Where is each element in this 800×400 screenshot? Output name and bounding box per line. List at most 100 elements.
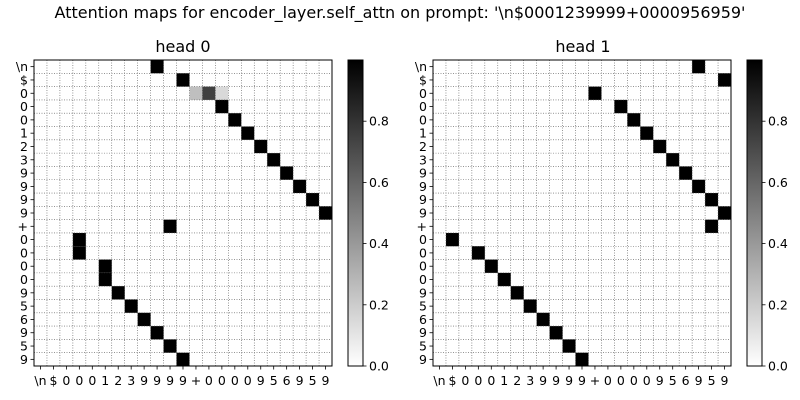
y-tick-label-13: 0	[20, 232, 28, 247]
attention-cell-r22-c11	[176, 352, 190, 366]
y-tick-label-4: 0	[419, 112, 427, 127]
attention-cell-r20-c9	[150, 326, 164, 340]
attention-cell-r19-c8	[137, 312, 151, 327]
colorbar-tick-label-4: 0.8	[768, 114, 788, 129]
attention-cell-r16-c5	[98, 272, 112, 287]
attention-cell-r9-c20	[692, 179, 706, 194]
x-tick-label-18: 5	[270, 373, 278, 388]
attention-cell-r20-c9	[549, 326, 563, 340]
attention-cell-r1-c11	[176, 73, 190, 87]
x-tick-label-19: 6	[682, 373, 690, 388]
x-tick-label-9: 9	[153, 373, 161, 388]
attention-cell-r14-c3	[471, 246, 485, 260]
attention-cell-r21-c10	[163, 339, 177, 353]
x-tick-label-12: +	[191, 373, 201, 388]
y-tick-label-7: 3	[20, 152, 28, 167]
y-tick-label-16: 0	[20, 272, 28, 287]
colorbar-tick-label-3: 0.6	[768, 175, 788, 190]
attention-cell-r12-c21	[705, 219, 719, 233]
x-tick-label-2: 0	[62, 373, 70, 388]
x-tick-label-5: 1	[500, 373, 508, 388]
y-tick-label-14: 0	[20, 245, 28, 260]
attention-cell-r15-c5	[98, 259, 112, 273]
y-tick-label-6: 2	[20, 139, 28, 154]
panel-title: head 0	[155, 37, 210, 56]
x-tick-label-16: 0	[244, 373, 252, 388]
attention-cell-r15-c4	[484, 259, 498, 273]
colorbar-tick-label-0: 0.0	[369, 359, 389, 374]
y-tick-label-2: 0	[419, 86, 427, 101]
heatmap-panel-1: head 1\n $0 0 0 1 2 3 9 9 9 9 +0 0 0 0 9 5 6 9 5 9\n$0001239…	[415, 37, 788, 388]
x-tick-label-6: 2	[513, 373, 521, 388]
x-tick-label-20: 9	[695, 373, 703, 388]
y-tick-label-6: 2	[419, 139, 427, 154]
attention-cell-r11-c22	[718, 206, 731, 220]
x-tick-label-8: 9	[140, 373, 148, 388]
x-tick-label-0: \n	[34, 373, 46, 388]
attention-cell-r12-c10	[163, 219, 177, 233]
attention-cell-r19-c8	[536, 312, 550, 327]
y-tick-label-8: 9	[419, 166, 427, 181]
y-tick-label-22: 9	[419, 352, 427, 367]
attention-cell-r22-c11	[575, 352, 589, 366]
y-tick-label-1: $	[419, 72, 427, 87]
y-tick-label-10: 9	[20, 192, 28, 207]
y-tick-label-10: 9	[419, 192, 427, 207]
attention-cell-r2-c12	[588, 86, 602, 100]
attention-cell-r1-c22	[718, 73, 731, 87]
x-tick-label-2: 0	[461, 373, 469, 388]
attention-cell-r4-c15	[228, 113, 242, 127]
y-tick-label-19: 6	[419, 312, 427, 327]
colorbar-tick-label-0: 0.0	[768, 359, 788, 374]
attention-cell-r9-c20	[293, 179, 307, 194]
y-tick-label-18: 5	[419, 299, 427, 314]
y-tick-label-20: 9	[20, 325, 28, 340]
y-tick-label-11: 9	[419, 206, 427, 221]
x-tick-label-0: \n	[433, 373, 445, 388]
y-tick-label-8: 9	[20, 166, 28, 181]
x-tick-label-16: 0	[643, 373, 651, 388]
attention-cell-r21-c10	[562, 339, 576, 353]
attention-cell-r18-c7	[124, 299, 138, 313]
x-tick-label-10: 9	[166, 373, 174, 388]
panel-title: head 1	[555, 37, 610, 56]
colorbar	[347, 59, 364, 367]
y-tick-label-3: 0	[20, 99, 28, 114]
x-tick-label-8: 9	[539, 373, 547, 388]
x-tick-label-7: 3	[127, 373, 135, 388]
y-tick-label-13: 0	[419, 232, 427, 247]
y-tick-label-1: $	[20, 72, 28, 87]
y-tick-label-5: 1	[20, 126, 28, 141]
attention-cell-r4-c15	[627, 113, 641, 127]
x-tick-label-1: $	[448, 373, 456, 388]
x-tick-label-22: 9	[721, 373, 729, 388]
y-tick-label-4: 0	[20, 112, 28, 127]
y-tick-label-3: 0	[419, 99, 427, 114]
x-tick-label-1: $	[49, 373, 57, 388]
attention-cell-r11-c22	[319, 206, 332, 220]
x-tick-label-21: 5	[309, 373, 317, 388]
y-tick-label-12: +	[18, 219, 28, 234]
colorbar-tick-label-1: 0.2	[768, 297, 788, 312]
y-tick-label-20: 9	[419, 325, 427, 340]
y-tick-label-22: 9	[20, 352, 28, 367]
attention-cell-r2-c13	[202, 86, 216, 100]
attention-cell-r7-c18	[267, 153, 281, 167]
attention-cell-r17-c6	[510, 286, 524, 300]
x-tick-label-17: 9	[257, 373, 265, 388]
heatmap-background	[34, 60, 332, 366]
x-tick-label-13: 0	[205, 373, 213, 388]
y-tick-label-16: 0	[419, 272, 427, 287]
x-tick-label-14: 0	[617, 373, 625, 388]
y-tick-label-19: 6	[20, 312, 28, 327]
colorbar-tick-label-1: 0.2	[369, 297, 389, 312]
colorbar	[746, 59, 763, 367]
y-tick-label-15: 0	[20, 259, 28, 274]
x-tick-label-21: 5	[708, 373, 716, 388]
x-tick-label-9: 9	[552, 373, 560, 388]
colorbar-tick-label-3: 0.6	[369, 175, 389, 190]
x-tick-label-5: 1	[101, 373, 109, 388]
attention-cell-r6-c17	[653, 139, 667, 154]
attention-cell-r0-c9	[150, 60, 164, 74]
